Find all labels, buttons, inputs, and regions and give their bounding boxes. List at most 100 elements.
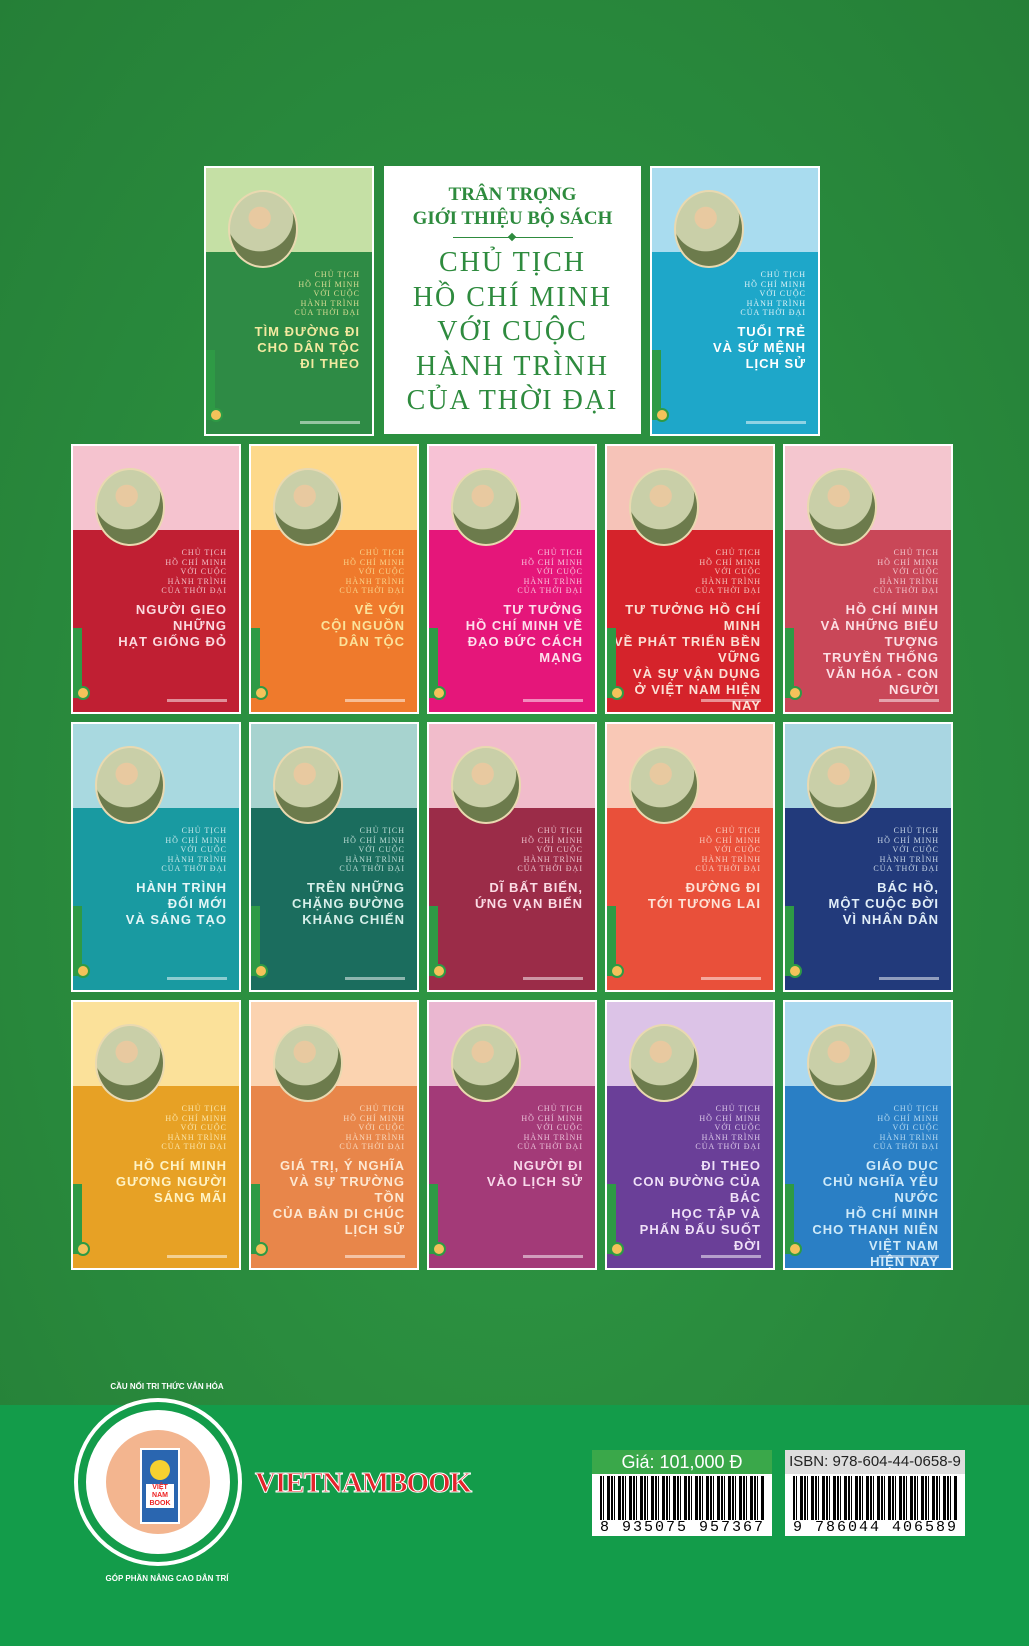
book-cover: CHỦ TỊCH HỒ CHÍ MINH VỚI CUỘC HÀNH TRÌNH…	[249, 1000, 419, 1270]
book-title: HỒ CHÍ MINH GƯƠNG NGƯỜI SÁNG MÃI	[115, 1158, 227, 1205]
portrait-image	[629, 468, 699, 546]
book-title: GIÁ TRỊ, Ý NGHĨA VÀ SỰ TRƯỜNG TỒN CỦA BẢ…	[272, 1158, 405, 1237]
book-title: TÌM ĐƯỜNG ĐI CHO DÂN TỘC ĐI THEO	[254, 324, 360, 371]
portrait-image	[95, 746, 165, 824]
publisher-line	[345, 699, 405, 702]
portrait-image	[807, 468, 877, 546]
publisher-line	[523, 699, 583, 702]
spine-strip	[206, 350, 215, 420]
book-cover: CHỦ TỊCH HỒ CHÍ MINH VỚI CUỘC HÀNH TRÌNH…	[249, 444, 419, 714]
spine-strip	[785, 1184, 794, 1254]
book-cover: CHỦ TỊCH HỒ CHÍ MINH VỚI CUỘC HÀNH TRÌNH…	[71, 1000, 241, 1270]
publisher-line	[167, 1255, 227, 1258]
price-label: Giá: 101,000 Đ	[592, 1450, 772, 1474]
portrait-image	[228, 190, 298, 268]
spine-strip	[73, 1184, 82, 1254]
series-label: CHỦ TỊCH HỒ CHÍ MINH VỚI CUỘC HÀNH TRÌNH…	[161, 1104, 227, 1151]
portrait-image	[629, 746, 699, 824]
series-label: CHỦ TỊCH HỒ CHÍ MINH VỚI CUỘC HÀNH TRÌNH…	[695, 826, 761, 873]
portrait-image	[629, 1024, 699, 1102]
book-cover: CHỦ TỊCH HỒ CHÍ MINH VỚI CUỘC HÀNH TRÌNH…	[783, 722, 953, 992]
book-cover: CHỦ TỊCH HỒ CHÍ MINH VỚI CUỘC HÀNH TRÌNH…	[427, 444, 597, 714]
portrait-image	[451, 1024, 521, 1102]
portrait-image	[451, 468, 521, 546]
spine-strip	[785, 628, 794, 698]
series-label: CHỦ TỊCH HỒ CHÍ MINH VỚI CUỘC HÀNH TRÌNH…	[517, 548, 583, 595]
book-cover: CHỦ TỊCH HỒ CHÍ MINH VỚI CUỘC HÀNH TRÌNH…	[71, 444, 241, 714]
book-title: HỒ CHÍ MINH VÀ NHỮNG BIỂU TƯỢNG TRUYỀN T…	[820, 602, 939, 697]
publisher-logo-icon	[610, 686, 624, 700]
book-title: ĐI THEO CON ĐƯỜNG CỦA BÁC HỌC TẬP VÀ PHẤ…	[632, 1158, 761, 1253]
series-intro-box: TRÂN TRỌNG GIỚI THIỆU BỘ SÁCH CHỦ TỊCH H…	[384, 166, 641, 434]
spine-strip	[429, 1184, 438, 1254]
isbn-barcode: ISBN: 978-604-44-0658-9 9 786044 406589	[785, 1450, 965, 1536]
spine-strip	[607, 906, 616, 976]
portrait-image	[95, 468, 165, 546]
barcode-number: 8 935075 957367	[600, 1519, 766, 1536]
seal-tagline-top: CẦU NỐI TRI THỨC VĂN HÓA	[110, 1382, 224, 1391]
barcode-bars	[793, 1476, 957, 1520]
divider	[452, 237, 573, 238]
series-label: CHỦ TỊCH HỒ CHÍ MINH VỚI CUỘC HÀNH TRÌNH…	[873, 826, 939, 873]
publisher-logo-icon	[788, 964, 802, 978]
publisher-logo-icon	[432, 686, 446, 700]
book-title: HÀNH TRÌNH ĐỔI MỚI VÀ SÁNG TẠO	[125, 880, 227, 927]
book-cover: CHỦ TỊCH HỒ CHÍ MINH VỚI CUỘC HÀNH TRÌNH…	[427, 1000, 597, 1270]
publisher-brand: VIETNAMBOOK	[254, 1467, 472, 1500]
publisher-logo-icon	[655, 408, 669, 422]
publisher-line	[701, 699, 761, 702]
publisher-line	[523, 1255, 583, 1258]
series-label: CHỦ TỊCH HỒ CHÍ MINH VỚI CUỘC HÀNH TRÌNH…	[339, 548, 405, 595]
publisher-logo-icon	[432, 964, 446, 978]
portrait-image	[95, 1024, 165, 1102]
publisher-line	[879, 1255, 939, 1258]
book-title: BÁC HỒ, MỘT CUỘC ĐỜI VÌ NHÂN DÂN	[828, 880, 939, 927]
book-cover: CHỦ TỊCH HỒ CHÍ MINH VỚI CUỘC HÀNH TRÌNH…	[249, 722, 419, 992]
publisher-logo-icon	[76, 686, 90, 700]
publisher-logo-icon	[209, 408, 223, 422]
series-label: CHỦ TỊCH HỒ CHÍ MINH VỚI CUỘC HÀNH TRÌNH…	[695, 548, 761, 595]
publisher-line	[701, 1255, 761, 1258]
spine-strip	[607, 1184, 616, 1254]
series-label: CHỦ TỊCH HỒ CHÍ MINH VỚI CUỘC HÀNH TRÌNH…	[161, 548, 227, 595]
series-label: CHỦ TỊCH HỒ CHÍ MINH VỚI CUỘC HÀNH TRÌNH…	[695, 1104, 761, 1151]
series-label: CHỦ TỊCH HỒ CHÍ MINH VỚI CUỘC HÀNH TRÌNH…	[294, 270, 360, 317]
publisher-logo-icon	[788, 1242, 802, 1256]
publisher-logo-icon	[76, 964, 90, 978]
book-title: DĨ BẤT BIẾN, ỨNG VẠN BIẾN	[474, 880, 583, 911]
series-label: CHỦ TỊCH HỒ CHÍ MINH VỚI CUỘC HÀNH TRÌNH…	[517, 826, 583, 873]
publisher-line	[167, 977, 227, 980]
spine-strip	[251, 1184, 260, 1254]
publisher-line	[746, 421, 806, 424]
portrait-image	[807, 746, 877, 824]
book-cover: CHỦ TỊCH HỒ CHÍ MINH VỚI CUỘC HÀNH TRÌNH…	[204, 166, 374, 436]
book-cover: CHỦ TỊCH HỒ CHÍ MINH VỚI CUỘC HÀNH TRÌNH…	[71, 722, 241, 992]
publisher-logo-icon	[788, 686, 802, 700]
portrait-image	[273, 1024, 343, 1102]
portrait-image	[273, 746, 343, 824]
publisher-line	[345, 1255, 405, 1258]
publisher-logo-icon	[254, 1242, 268, 1256]
book-cover: CHỦ TỊCH HỒ CHÍ MINH VỚI CUỘC HÀNH TRÌNH…	[605, 444, 775, 714]
series-label: CHỦ TỊCH HỒ CHÍ MINH VỚI CUỘC HÀNH TRÌNH…	[740, 270, 806, 317]
publisher-line	[879, 977, 939, 980]
spine-strip	[73, 906, 82, 976]
book-cover: CHỦ TỊCH HỒ CHÍ MINH VỚI CUỘC HÀNH TRÌNH…	[605, 722, 775, 992]
portrait-image	[807, 1024, 877, 1102]
book-title: TƯ TƯỞNG HỒ CHÍ MINH VỀ ĐẠO ĐỨC CÁCH MẠN…	[465, 602, 583, 665]
seal-tagline-bottom: GÓP PHẦN NÂNG CAO DÂN TRÍ	[105, 1574, 229, 1583]
book-cover: CHỦ TỊCH HỒ CHÍ MINH VỚI CUỘC HÀNH TRÌNH…	[783, 1000, 953, 1270]
publisher-seal-logo: VIỆT NAM BOOK	[78, 1402, 238, 1562]
book-title: VỀ VỚI CỘI NGUỒN DÂN TỘC	[320, 602, 405, 649]
book-cover: CHỦ TỊCH HỒ CHÍ MINH VỚI CUỘC HÀNH TRÌNH…	[650, 166, 820, 436]
book-title: TƯ TƯỞNG HỒ CHÍ MINH VỀ PHÁT TRIỂN BỀN V…	[613, 602, 761, 713]
publisher-line	[345, 977, 405, 980]
publisher-logo-icon	[254, 686, 268, 700]
book-title: NGƯỜI GIEO NHỮNG HẠT GIỐNG ĐỎ	[118, 602, 227, 649]
book-title: GIÁO DỤC CHỦ NGHĨA YÊU NƯỚC HỒ CHÍ MINH …	[812, 1158, 939, 1269]
publisher-line	[167, 699, 227, 702]
spine-strip	[251, 906, 260, 976]
barcode-bars	[600, 1476, 764, 1520]
spine-strip	[251, 628, 260, 698]
isbn-label: ISBN: 978-604-44-0658-9	[785, 1450, 965, 1474]
